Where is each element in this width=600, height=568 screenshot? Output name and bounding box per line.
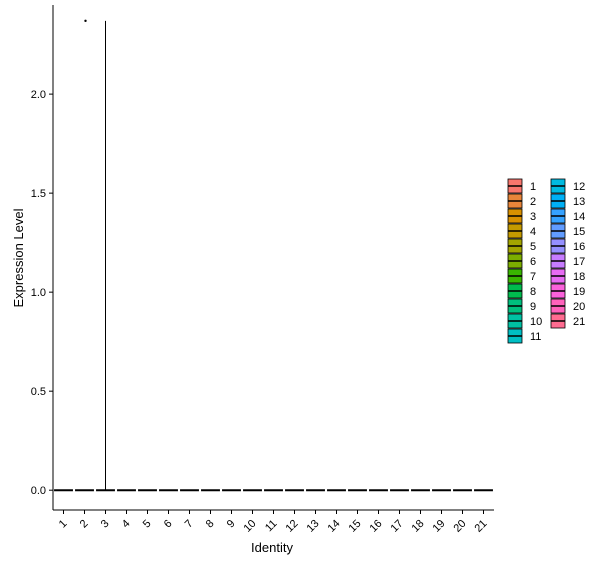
y-axis: 0.0 0.5 1.0 1.5 2.0: [31, 5, 54, 510]
y-tick-label: 1.0: [31, 287, 46, 299]
legend-label: 17: [573, 256, 585, 268]
x-tick-label: 11: [263, 518, 280, 535]
legend-label: 3: [530, 211, 536, 223]
legend-item-7: 7: [507, 268, 536, 284]
x-axis-title: Identity: [251, 540, 293, 555]
legend-label: 20: [573, 301, 585, 313]
legend-item-3: 3: [507, 208, 536, 224]
x-tick-label: 7: [183, 518, 196, 531]
x-tick-label: 19: [430, 518, 447, 535]
legend-item-19: 19: [550, 283, 585, 299]
legend-label: 5: [530, 241, 536, 253]
legend-item-14: 14: [550, 208, 585, 224]
legend-label: 12: [573, 181, 585, 193]
legend-item-18: 18: [550, 268, 585, 284]
x-tick-label: 1: [57, 518, 70, 531]
legend-label: 6: [530, 256, 536, 268]
plot-area: [54, 19, 493, 492]
x-tick-label: 8: [204, 518, 217, 531]
legend-label: 7: [530, 271, 536, 283]
legend-item-6: 6: [507, 253, 536, 269]
legend-item-15: 15: [550, 223, 585, 239]
y-tick-label: 1.5: [31, 188, 46, 200]
legend-label: 13: [573, 196, 585, 208]
y-tick-label: 0.0: [31, 485, 46, 497]
x-axis: 1 2 3 4 5 6 7 8 9 10 11 12 13 14 15 16 17 18 19 20 21: [53, 509, 494, 535]
legend-label: 10: [530, 316, 542, 328]
x-tick-label: 17: [388, 518, 405, 535]
legend-label: 19: [573, 286, 585, 298]
legend-item-13: 13: [550, 193, 585, 209]
x-tick-label: 16: [367, 518, 384, 535]
legend-item-20: 20: [550, 298, 585, 314]
x-tick-label: 18: [409, 518, 426, 535]
legend-label: 11: [530, 331, 541, 343]
x-tick-label: 9: [225, 518, 238, 531]
legend-item-9: 9: [507, 298, 536, 314]
legend-label: 2: [530, 196, 536, 208]
legend-label: 14: [573, 211, 585, 223]
x-tick-label: 2: [78, 518, 91, 531]
x-tick-label: 3: [99, 518, 112, 531]
legend-item-8: 8: [507, 283, 536, 299]
legend-item-5: 5: [507, 238, 536, 254]
x-tick-label: 20: [451, 518, 468, 535]
legend-item-2: 2: [507, 193, 536, 209]
legend-label: 18: [573, 271, 585, 283]
legend-item-21: 21: [550, 313, 585, 329]
x-tick-label: 10: [241, 518, 258, 535]
legend-item-10: 10: [507, 313, 542, 329]
legend-item-1: 1: [507, 178, 536, 194]
x-tick-label: 21: [472, 518, 489, 535]
x-tick-label: 6: [162, 518, 175, 531]
y-tick-label: 0.5: [31, 386, 46, 398]
legend-item-12: 12: [550, 178, 585, 194]
legend-label: 4: [530, 226, 536, 238]
x-tick-label: 15: [346, 518, 363, 535]
legend-label: 16: [573, 241, 585, 253]
x-tick-label: 12: [283, 518, 300, 535]
y-axis-title: Expression Level: [11, 208, 26, 307]
data-point: [84, 19, 87, 23]
x-tick-label: 4: [120, 518, 133, 531]
legend-item-11: 11: [507, 328, 541, 344]
legend-item-17: 17: [550, 253, 585, 269]
legend-label: 15: [573, 226, 585, 238]
legend-item-4: 4: [507, 223, 536, 239]
legend-label: 8: [530, 286, 536, 298]
legend-item-16: 16: [550, 238, 585, 254]
y-tick-label: 2.0: [31, 89, 46, 101]
legend-label: 1: [530, 181, 536, 193]
legend-label: 9: [530, 301, 536, 313]
x-tick-label: 5: [141, 518, 154, 531]
legend-label: 21: [573, 316, 585, 328]
x-tick-label: 13: [304, 518, 321, 535]
x-tick-label: 14: [325, 518, 342, 535]
